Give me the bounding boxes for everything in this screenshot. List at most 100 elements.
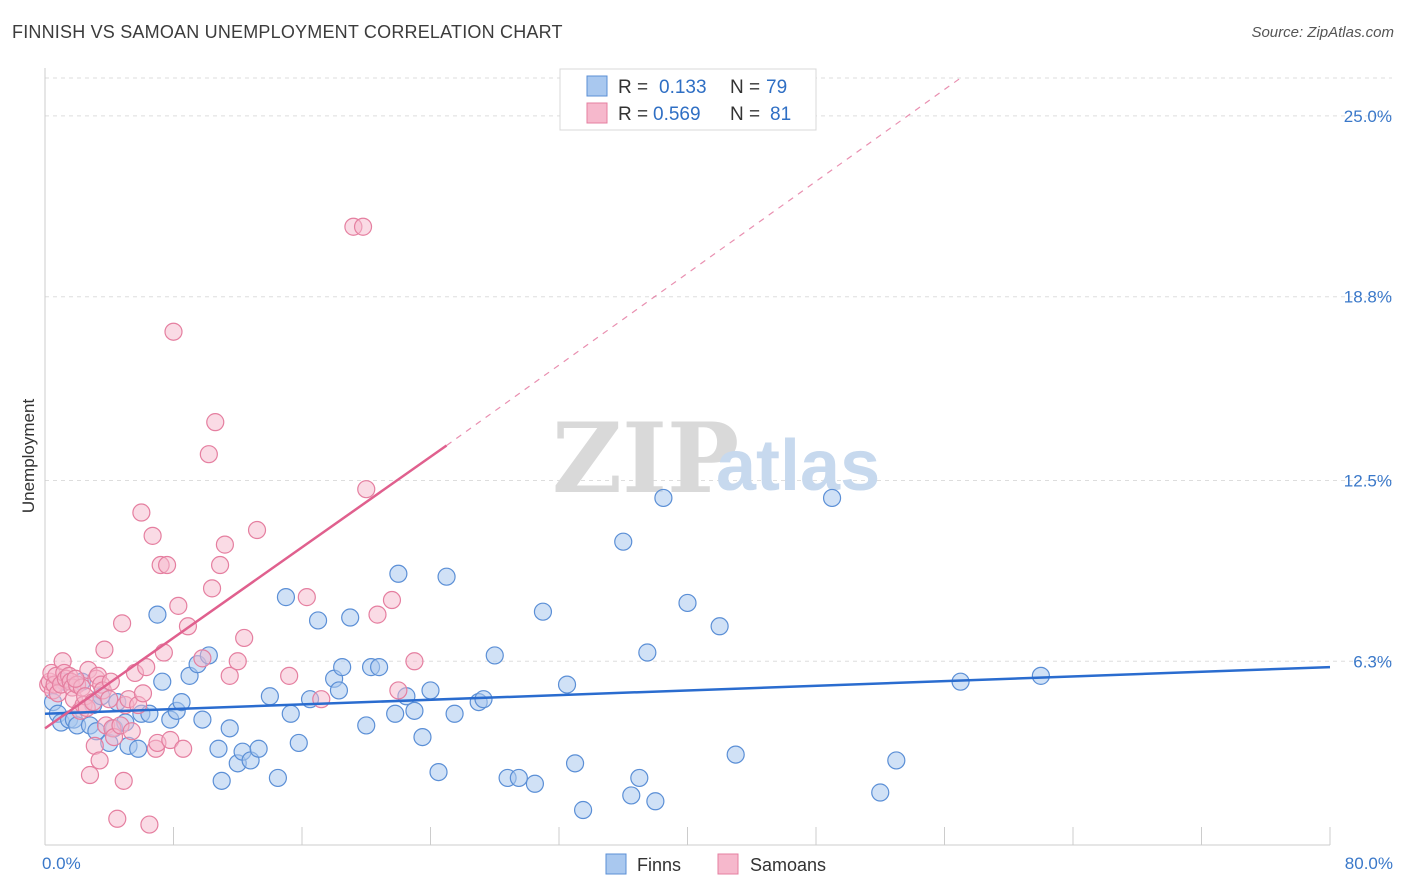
samoans-point [389, 681, 408, 700]
legend-n-label-samoans: N = [730, 104, 760, 125]
samoans-point [143, 526, 162, 545]
finns-point [276, 588, 296, 607]
samoans-point [66, 669, 85, 688]
samoans-point [100, 690, 119, 709]
series-legend: Finns Samoans [605, 853, 826, 875]
samoans-point [133, 684, 153, 703]
legend-r-label-samoans: R = [618, 104, 648, 125]
series-legend-swatch-samoans [717, 853, 739, 875]
finns-point [357, 716, 376, 735]
finns-point [646, 792, 665, 811]
samoans-point [228, 652, 247, 671]
samoans-point [122, 722, 141, 741]
finns-point [212, 771, 231, 790]
samoans-point [235, 628, 254, 648]
finns-point [710, 617, 729, 636]
legend-n-value-samoans: 81 [770, 104, 791, 125]
finns-point [630, 768, 649, 788]
finns-point [172, 692, 191, 712]
grid-layer [45, 77, 1392, 662]
samoans-point [199, 445, 218, 464]
legend-n-value-finns: 79 [766, 77, 787, 98]
samoans-point [114, 771, 133, 790]
trend-lines [44, 77, 1331, 730]
chart-title: FINNISH VS SAMOAN UNEMPLOYMENT CORRELATI… [12, 22, 563, 42]
finns-point [308, 611, 328, 630]
finns-trend-line [44, 665, 1331, 716]
samoans-point [157, 555, 177, 575]
finns-point [260, 687, 279, 706]
finns-point [822, 488, 842, 508]
finns-point [557, 675, 577, 694]
samoans-point [169, 596, 188, 615]
finns-point [533, 602, 553, 621]
finns-point [268, 768, 288, 788]
finns-point [329, 681, 349, 700]
finns-point [429, 762, 448, 782]
samoans-point [297, 588, 316, 607]
samoans-point [161, 730, 180, 750]
samoans-point [353, 217, 373, 236]
samoans-point [215, 535, 234, 554]
legend-r-value-samoans: 0.569 [653, 104, 701, 125]
samoans-point [154, 643, 173, 662]
legend-swatch-samoans [586, 102, 608, 124]
finns-point [622, 786, 641, 805]
finns-point [386, 704, 405, 723]
samoans-point [140, 815, 159, 834]
samoans-point [405, 652, 424, 671]
finns-point [726, 745, 745, 764]
y-tick-label: 12.5% [1344, 471, 1392, 490]
finns-point [370, 658, 389, 677]
finns-point [341, 608, 360, 627]
finns-point [413, 727, 432, 747]
samoans-point [202, 579, 222, 598]
finns-point [565, 754, 585, 773]
y-tick-label: 6.3% [1353, 652, 1392, 671]
finns-point [129, 739, 148, 758]
samoans-point [137, 658, 156, 677]
samoans-point [220, 666, 239, 685]
samoans-point [80, 765, 100, 785]
finns-point [614, 532, 633, 551]
finns-point [421, 681, 440, 700]
samoans-points [39, 217, 424, 834]
legend-swatch-finns [586, 75, 608, 97]
series-legend-label-samoans: Samoans [750, 855, 826, 875]
finns-point [193, 710, 212, 729]
samoans-point [108, 809, 127, 828]
finns-point [638, 643, 657, 662]
y-tick-label: 25.0% [1344, 107, 1392, 126]
legend-r-value-finns: 0.133 [659, 77, 707, 98]
finns-point [509, 768, 528, 788]
axes-layer: 6.3% 12.5% 18.8% 25.0% 0.0% 80.0% [42, 68, 1393, 873]
y-axis-label: Unemployment [19, 399, 38, 514]
finns-point [887, 751, 906, 770]
samoans-point [280, 666, 299, 685]
finns-point [281, 704, 300, 723]
finns-point [333, 658, 352, 677]
finns-point [485, 646, 504, 665]
finns-points [43, 488, 1050, 820]
samoans-point [164, 322, 183, 341]
finns-point [289, 733, 308, 753]
finns-point [445, 704, 464, 723]
legend-r-label-finns: R = [618, 77, 648, 98]
samoans-trend-extension [446, 77, 961, 446]
samoans-point [193, 649, 212, 668]
source-credit: Source: ZipAtlas.com [1251, 24, 1394, 41]
samoans-point [95, 640, 114, 659]
finns-point [437, 567, 456, 586]
series-legend-swatch-finns [605, 853, 627, 875]
samoans-point [90, 751, 109, 770]
finns-point [1031, 666, 1050, 685]
finns-point [249, 739, 268, 758]
samoans-point [368, 605, 387, 624]
y-tick-label: 18.8% [1344, 288, 1392, 307]
samoans-point [357, 480, 376, 499]
samoans-point [247, 520, 267, 540]
finns-point [405, 701, 424, 720]
watermark-atlas: atlas [716, 426, 880, 506]
x-tick-label: 0.0% [42, 854, 81, 873]
